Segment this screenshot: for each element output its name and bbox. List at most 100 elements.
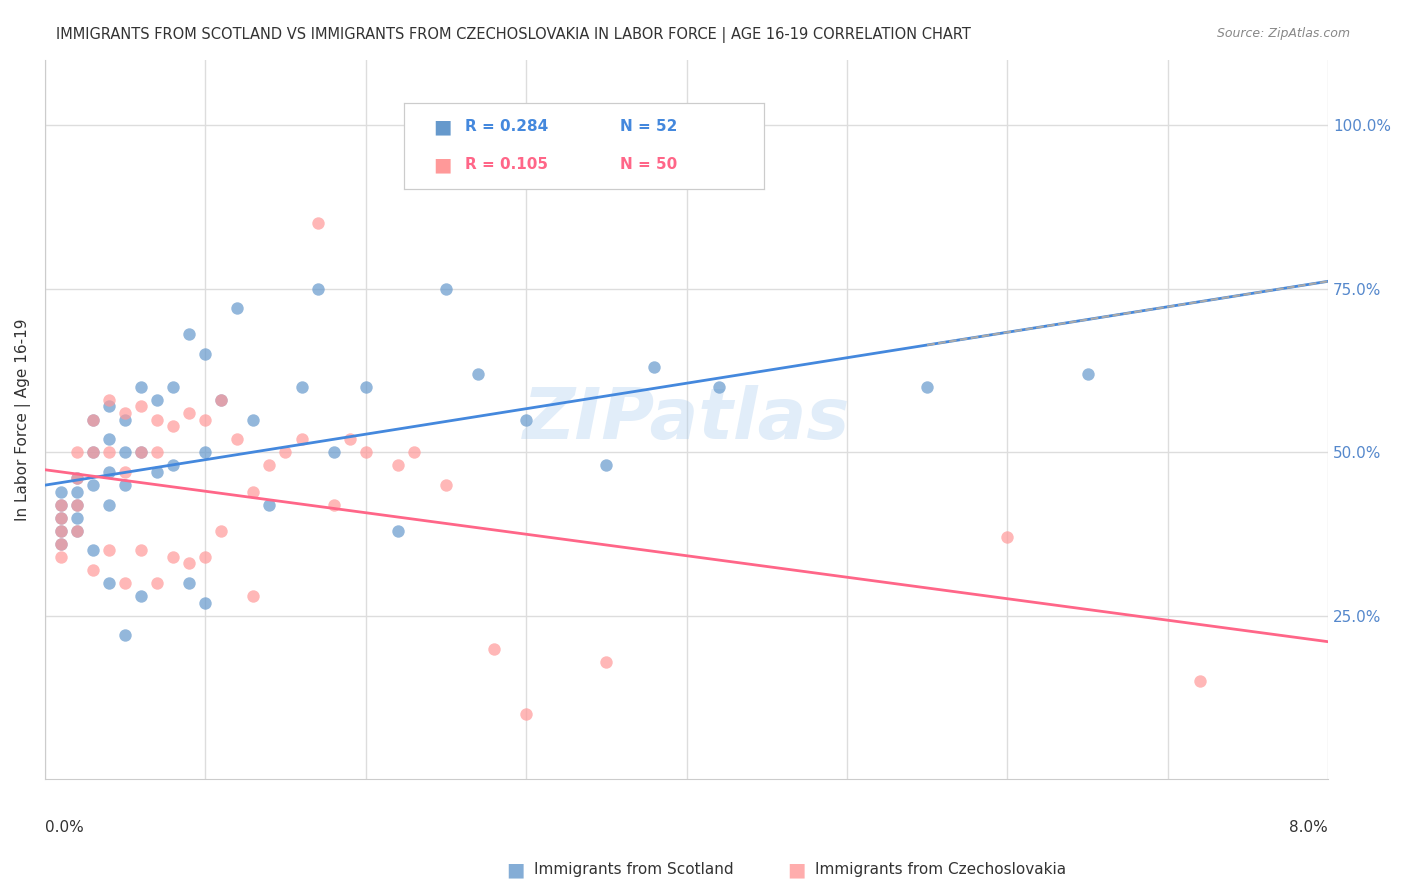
Point [114, 406, 136, 420]
Point [226, 432, 249, 446]
Point [82, 478, 104, 492]
Point [49, 498, 72, 512]
Point [434, 478, 457, 492]
Point [179, 576, 201, 591]
Point [146, 412, 169, 426]
Point [1076, 367, 1098, 381]
Point [194, 596, 217, 610]
Point [915, 380, 938, 394]
Point [194, 347, 217, 361]
Point [49, 510, 72, 524]
Point [129, 380, 152, 394]
Point [129, 445, 152, 459]
Point [82, 563, 104, 577]
Point [322, 445, 344, 459]
Point [114, 576, 136, 591]
Point [82, 412, 104, 426]
Point [114, 478, 136, 492]
Point [82, 445, 104, 459]
Point [259, 498, 281, 512]
Point [66, 484, 89, 499]
Point [209, 524, 232, 538]
Point [98, 400, 121, 414]
Point [49, 524, 72, 538]
Point [49, 537, 72, 551]
Point [307, 282, 329, 296]
Point [98, 432, 121, 446]
Text: ■: ■ [787, 860, 806, 880]
Point [114, 628, 136, 642]
Point [129, 543, 152, 558]
Point [82, 412, 104, 426]
Point [98, 498, 121, 512]
Text: 0.0%: 0.0% [45, 820, 83, 835]
Point [290, 380, 312, 394]
Point [339, 432, 361, 446]
Point [242, 484, 264, 499]
Point [515, 412, 537, 426]
Point [129, 445, 152, 459]
Point [49, 484, 72, 499]
Point [98, 576, 121, 591]
Point [1188, 674, 1211, 689]
Point [595, 655, 617, 669]
Point [354, 380, 377, 394]
Point [129, 400, 152, 414]
Point [82, 543, 104, 558]
Point [179, 557, 201, 571]
Point [114, 412, 136, 426]
Point [98, 465, 121, 479]
Point [146, 445, 169, 459]
Point [209, 392, 232, 407]
Point [354, 445, 377, 459]
Point [467, 367, 489, 381]
Point [49, 498, 72, 512]
Point [387, 524, 409, 538]
Point [995, 530, 1018, 544]
Point [209, 392, 232, 407]
Point [49, 537, 72, 551]
Point [290, 432, 312, 446]
Point [49, 510, 72, 524]
Point [146, 465, 169, 479]
Point [49, 549, 72, 564]
Text: Source: ZipAtlas.com: Source: ZipAtlas.com [1216, 27, 1350, 40]
Point [162, 549, 184, 564]
Point [66, 498, 89, 512]
Point [194, 445, 217, 459]
Point [179, 327, 201, 342]
Point [66, 471, 89, 485]
Point [66, 524, 89, 538]
Text: Immigrants from Czechoslovakia: Immigrants from Czechoslovakia [815, 863, 1067, 877]
Point [82, 445, 104, 459]
Point [98, 445, 121, 459]
Point [226, 301, 249, 316]
Point [242, 412, 264, 426]
Point [179, 406, 201, 420]
Text: 8.0%: 8.0% [1289, 820, 1329, 835]
Point [194, 412, 217, 426]
Point [49, 524, 72, 538]
Point [66, 471, 89, 485]
Y-axis label: In Labor Force | Age 16-19: In Labor Force | Age 16-19 [15, 318, 31, 521]
Point [515, 706, 537, 721]
Point [434, 282, 457, 296]
Text: ZIPatlas: ZIPatlas [523, 385, 851, 454]
Text: ■: ■ [506, 860, 524, 880]
Point [402, 445, 425, 459]
Point [146, 576, 169, 591]
Point [98, 392, 121, 407]
Point [307, 216, 329, 230]
Point [274, 445, 297, 459]
Point [98, 543, 121, 558]
Point [162, 380, 184, 394]
Point [114, 465, 136, 479]
Point [66, 445, 89, 459]
Point [482, 641, 505, 656]
Point [162, 419, 184, 434]
Point [129, 589, 152, 603]
Point [322, 498, 344, 512]
Point [66, 498, 89, 512]
Point [194, 549, 217, 564]
Text: Immigrants from Scotland: Immigrants from Scotland [534, 863, 734, 877]
